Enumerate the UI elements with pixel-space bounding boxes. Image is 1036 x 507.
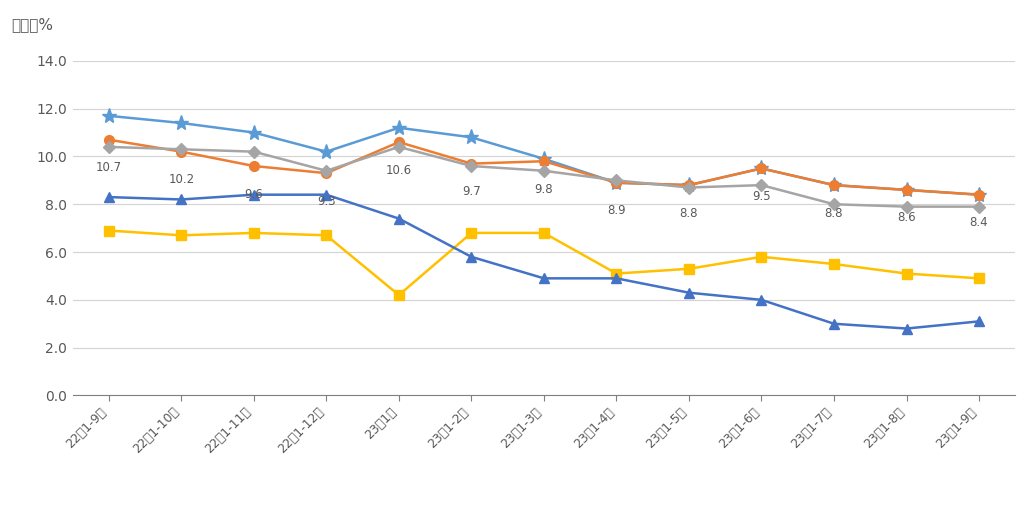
河 南 [393,215,405,222]
江 苏 [683,182,695,188]
广 东 [393,292,405,298]
江 苏 [103,113,115,119]
浙 江 [610,179,623,186]
Text: 10.6: 10.6 [385,164,412,176]
江 苏 [320,149,333,155]
Text: 10.2: 10.2 [168,173,195,186]
江 苏 [248,129,260,135]
Text: 9.7: 9.7 [462,185,481,198]
山 东 [248,149,260,155]
广 东 [103,228,115,234]
浙 江 [103,137,115,143]
江 苏 [393,125,405,131]
Line: 浙 江: 浙 江 [104,135,984,200]
浙 江 [755,165,768,171]
山 东 [683,185,695,191]
河 南 [103,194,115,200]
河 南 [828,321,840,327]
Text: 9.3: 9.3 [317,195,336,208]
浙 江 [538,158,550,164]
Text: 9.8: 9.8 [535,183,553,196]
河 南 [683,289,695,296]
山 东 [393,144,405,150]
Text: 9.6: 9.6 [244,188,263,200]
广 东 [175,232,188,238]
江 苏 [900,187,913,193]
山 东 [610,177,623,184]
山 东 [538,168,550,174]
Line: 山 东: 山 东 [105,142,983,211]
河 南 [248,192,260,198]
Text: 10.7: 10.7 [95,161,122,174]
山 东 [973,204,985,210]
浙 江 [175,149,188,155]
山 东 [828,201,840,207]
Text: 单位：%: 单位：% [11,17,53,32]
山 东 [175,146,188,152]
山 东 [320,168,333,174]
江 苏 [828,182,840,188]
山 东 [465,163,478,169]
广 东 [828,261,840,267]
江 苏 [175,120,188,126]
山 东 [755,182,768,188]
山 东 [103,144,115,150]
Line: 江 苏: 江 苏 [102,108,986,202]
Text: 9.5: 9.5 [752,190,771,203]
浙 江 [900,187,913,193]
河 南 [320,192,333,198]
广 东 [755,254,768,260]
河 南 [465,254,478,260]
Line: 广 东: 广 东 [104,226,984,300]
江 苏 [610,179,623,186]
河 南 [610,275,623,281]
河 南 [175,196,188,202]
Line: 河 南: 河 南 [104,190,984,334]
Text: 8.8: 8.8 [825,207,843,220]
山 东 [900,204,913,210]
广 东 [465,230,478,236]
广 东 [610,271,623,277]
河 南 [973,318,985,324]
江 苏 [973,192,985,198]
江 苏 [538,156,550,162]
Text: 8.4: 8.4 [970,216,988,229]
浙 江 [683,182,695,188]
河 南 [755,297,768,303]
浙 江 [973,192,985,198]
广 东 [248,230,260,236]
Text: 8.6: 8.6 [897,211,916,225]
广 东 [973,275,985,281]
浙 江 [393,139,405,145]
Text: 8.8: 8.8 [680,207,698,220]
河 南 [538,275,550,281]
江 苏 [465,134,478,140]
江 苏 [755,165,768,171]
河 南 [900,325,913,332]
浙 江 [248,163,260,169]
浙 江 [320,170,333,176]
广 东 [900,271,913,277]
Text: 8.9: 8.9 [607,204,626,217]
广 东 [538,230,550,236]
广 东 [683,266,695,272]
广 东 [320,232,333,238]
浙 江 [828,182,840,188]
浙 江 [465,161,478,167]
